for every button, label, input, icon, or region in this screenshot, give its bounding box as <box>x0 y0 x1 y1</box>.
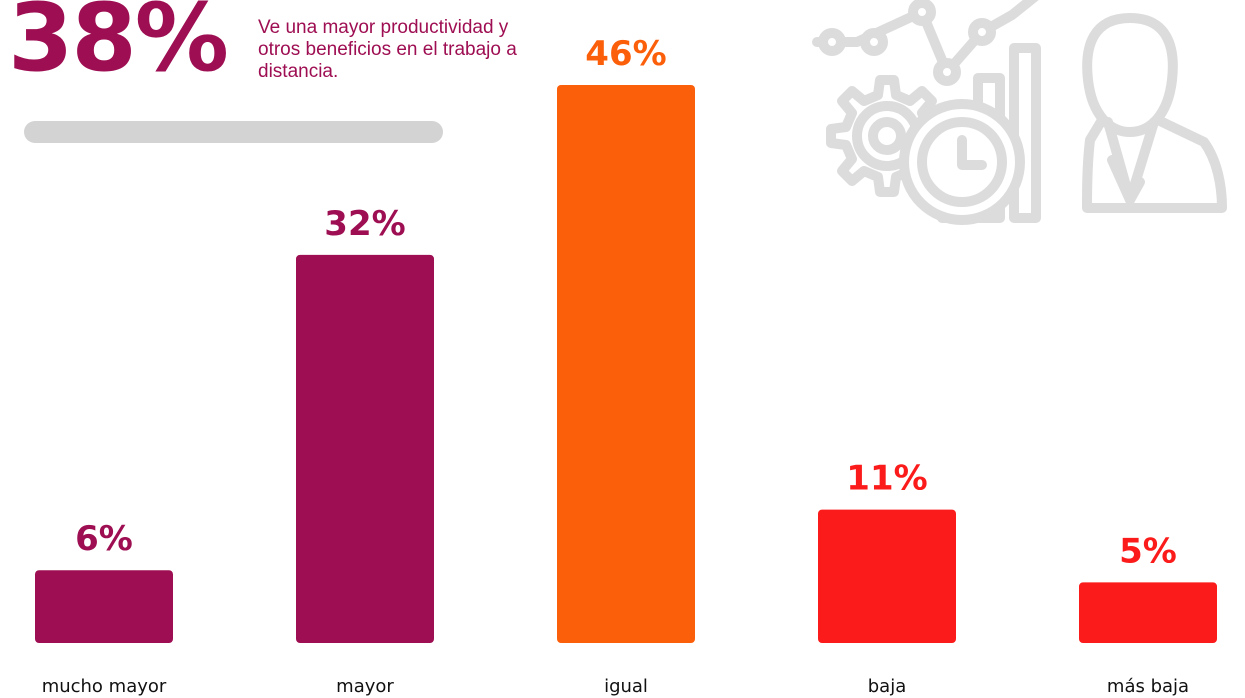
bar-value-label: 6% <box>75 519 133 559</box>
line-chart-icon <box>812 0 1039 86</box>
bar-value-label: 5% <box>1119 531 1177 571</box>
category-label: baja <box>868 676 907 697</box>
category-label: mayor <box>336 676 394 697</box>
person-icon <box>1082 13 1227 213</box>
bar-value-label: 11% <box>846 459 927 499</box>
divider-bar <box>24 121 443 143</box>
category-label: igual <box>604 676 648 697</box>
bar-2 <box>557 85 695 643</box>
bar-1 <box>296 254 434 643</box>
headline-text: Ve una mayor productividad y otros benef… <box>258 17 517 82</box>
bar-4 <box>1079 582 1217 643</box>
productivity-illustration <box>812 0 1227 225</box>
bar-0 <box>35 570 173 643</box>
headline-percent: 38% <box>8 0 229 93</box>
bar-3 <box>818 509 956 643</box>
bar-value-label: 46% <box>585 34 666 74</box>
category-label: mucho mayor <box>42 676 167 697</box>
category-label: más baja <box>1107 676 1189 697</box>
clock-icon <box>899 99 1025 225</box>
bar-value-label: 32% <box>324 204 405 244</box>
